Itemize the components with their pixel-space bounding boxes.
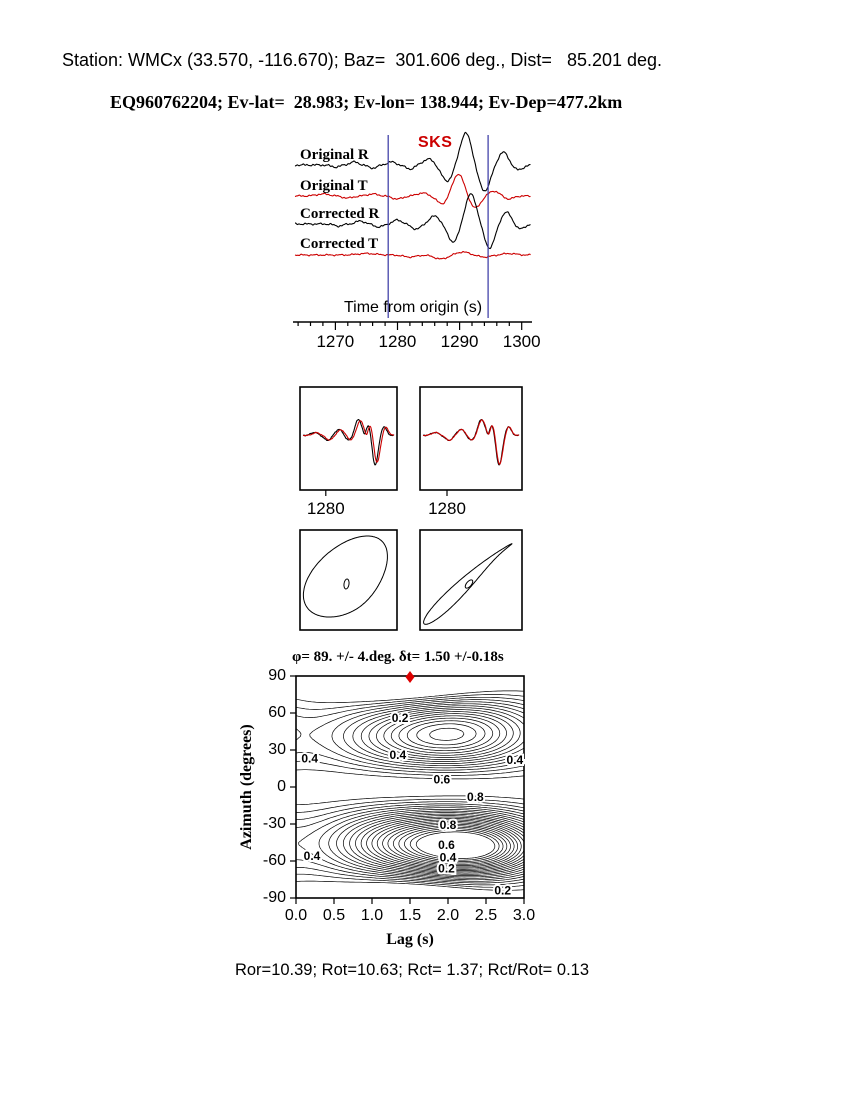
contour-value-label: 0.2 [392,711,409,725]
azimuth-tick-label: 90 [268,667,286,684]
match-panel-box-1 [299,386,398,491]
lag-axis-label: Lag (s) [386,931,434,948]
lag-tick-label: 2.5 [474,907,498,924]
trace-label: Corrected R [300,206,380,222]
trace-corrected-r [295,193,531,250]
time-tick-label: 1280 [378,332,417,351]
time-axis-title: Time from origin (s) [343,299,483,316]
lag-tick-label: 0.5 [322,907,346,924]
azimuth-tick-label: -90 [262,889,286,906]
time-tick-label: 1300 [502,332,541,351]
station-title: Station: WMCx (33.570, -116.670); Baz= 3… [62,50,663,70]
trace-label: Original T [300,178,368,194]
ratio-footer: Ror=10.39; Rot=10.63; Rct= 1.37; Rct/Rot… [234,961,590,979]
lag-tick-label: 1.5 [398,907,422,924]
time-tick-label: 1290 [440,332,479,351]
phase-label: SKS [418,134,453,151]
particle-motion-curve-2 [423,543,513,625]
lag-tick-label: 2.0 [436,907,460,924]
time-tick-label: 1270 [316,332,355,351]
best-fit-marker [405,671,415,683]
event-title: EQ960762204; Ev-lat= 28.983; Ev-lon= 138… [110,92,623,112]
match-trace-red-1 [302,420,395,463]
azimuth-tick-label: 60 [268,704,286,721]
particle-origin-marker [464,579,474,589]
contour-value-label: 0.6 [434,773,451,787]
contour-value-label: 0.8 [440,818,457,832]
match-tick-label: 1280 [306,499,345,518]
match-panel-box-2 [419,386,523,491]
particle-motion-curve-1 [302,535,388,618]
trace-label: Corrected T [300,236,379,252]
lag-tick-label: 1.0 [360,907,384,924]
trace-label: Original R [300,147,369,163]
azimuth-tick-label: 30 [268,741,286,758]
particle-origin-marker [343,578,350,590]
contour-value-label: 0.8 [467,790,484,804]
contour-lines [295,690,525,891]
azimuth-tick-label: -60 [262,852,286,869]
contour-value-label: 0.2 [494,884,511,898]
trace-original-t [294,173,531,208]
particle-panel-box-1 [299,529,398,631]
splitting-result-title: φ= 89. +/- 4.deg. δt= 1.50 +/-0.18s [292,649,504,665]
azimuth-tick-label: -30 [262,815,286,832]
match-trace-black-1 [303,419,395,466]
particle-panel-box-2 [419,529,523,631]
contour-value-label: 0.6 [438,838,455,852]
contour-value-label: 0.4 [507,753,524,767]
contour-value-label: 0.4 [304,849,321,863]
contour-value-label: 0.4 [301,752,318,766]
azimuth-tick-label: 0 [277,778,286,795]
contour-value-label: 0.4 [440,850,457,864]
match-trace-red-2 [422,419,520,465]
contour-value-label: 0.2 [438,861,455,875]
contour-value-label: 0.4 [389,748,406,762]
trace-original-r [294,131,531,192]
match-tick-label: 1280 [428,499,466,518]
lag-tick-label: 0.0 [284,907,308,924]
trace-corrected-t [294,251,531,260]
lag-tick-label: 3.0 [512,907,536,924]
